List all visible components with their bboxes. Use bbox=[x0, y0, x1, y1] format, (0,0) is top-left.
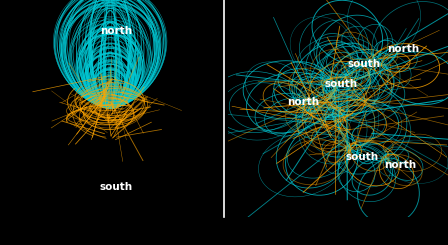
Text: south: south bbox=[99, 182, 132, 192]
Text: between reversals: between reversals bbox=[41, 224, 179, 238]
Text: north: north bbox=[287, 97, 319, 107]
Text: north: north bbox=[99, 26, 132, 37]
Text: during a reversal: during a reversal bbox=[273, 224, 402, 238]
Text: south: south bbox=[345, 152, 379, 162]
Text: north: north bbox=[387, 44, 419, 53]
Text: south: south bbox=[347, 59, 380, 69]
Text: north: north bbox=[384, 160, 416, 171]
Text: south: south bbox=[325, 79, 358, 89]
